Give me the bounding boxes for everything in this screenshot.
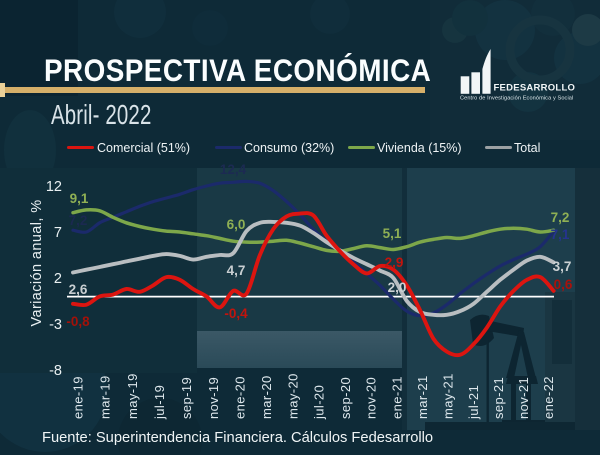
svg-text:mar-20: mar-20: [259, 375, 274, 419]
svg-text:Centro de Investigación Económ: Centro de Investigación Económica y Soci…: [460, 96, 573, 102]
svg-text:7: 7: [54, 225, 62, 241]
svg-text:0,6: 0,6: [554, 277, 573, 292]
svg-text:may-19: may-19: [125, 373, 140, 419]
svg-text:FEDESARROLLO: FEDESARROLLO: [494, 83, 576, 94]
svg-text:sep-19: sep-19: [179, 377, 194, 419]
svg-text:6,0: 6,0: [227, 217, 246, 232]
svg-text:9,1: 9,1: [70, 191, 89, 206]
svg-text:mar-19: mar-19: [98, 375, 113, 419]
svg-text:2,6: 2,6: [69, 282, 88, 297]
svg-text:mar-21: mar-21: [415, 375, 430, 419]
svg-text:nov-21: nov-21: [516, 377, 531, 419]
svg-text:jul-20: jul-20: [312, 385, 327, 420]
svg-text:nov-19: nov-19: [206, 377, 221, 419]
svg-text:-0,8: -0,8: [66, 314, 90, 329]
svg-text:Variación anual, %: Variación anual, %: [29, 199, 45, 326]
svg-text:jul-21: jul-21: [466, 385, 481, 420]
svg-text:7,2: 7,2: [551, 210, 570, 225]
svg-text:7,1: 7,1: [551, 227, 570, 242]
svg-text:ene-19: ene-19: [70, 376, 85, 419]
svg-text:ene-20: ene-20: [233, 376, 248, 419]
svg-text:sep-20: sep-20: [338, 377, 353, 419]
svg-text:12: 12: [46, 179, 62, 195]
svg-text:7,2: 7,2: [69, 213, 88, 228]
svg-text:-0,4: -0,4: [224, 306, 248, 321]
svg-text:nov-20: nov-20: [364, 377, 379, 419]
svg-text:2,0: 2,0: [388, 280, 407, 295]
svg-text:3,7: 3,7: [553, 259, 572, 274]
svg-text:sep-21: sep-21: [491, 377, 506, 419]
svg-text:may-20: may-20: [286, 373, 301, 419]
svg-text:4,7: 4,7: [227, 263, 246, 278]
svg-text:5,1: 5,1: [383, 226, 402, 241]
svg-text:jul-19: jul-19: [152, 385, 167, 420]
svg-text:ene-22: ene-22: [541, 376, 556, 419]
svg-text:ene-21: ene-21: [390, 376, 405, 419]
svg-text:2: 2: [54, 271, 62, 287]
svg-text:-8: -8: [49, 363, 62, 379]
svg-text:may-21: may-21: [441, 373, 456, 419]
svg-text:12,4: 12,4: [220, 162, 247, 177]
svg-text:-3: -3: [49, 317, 62, 333]
svg-text:2,9: 2,9: [385, 255, 404, 270]
